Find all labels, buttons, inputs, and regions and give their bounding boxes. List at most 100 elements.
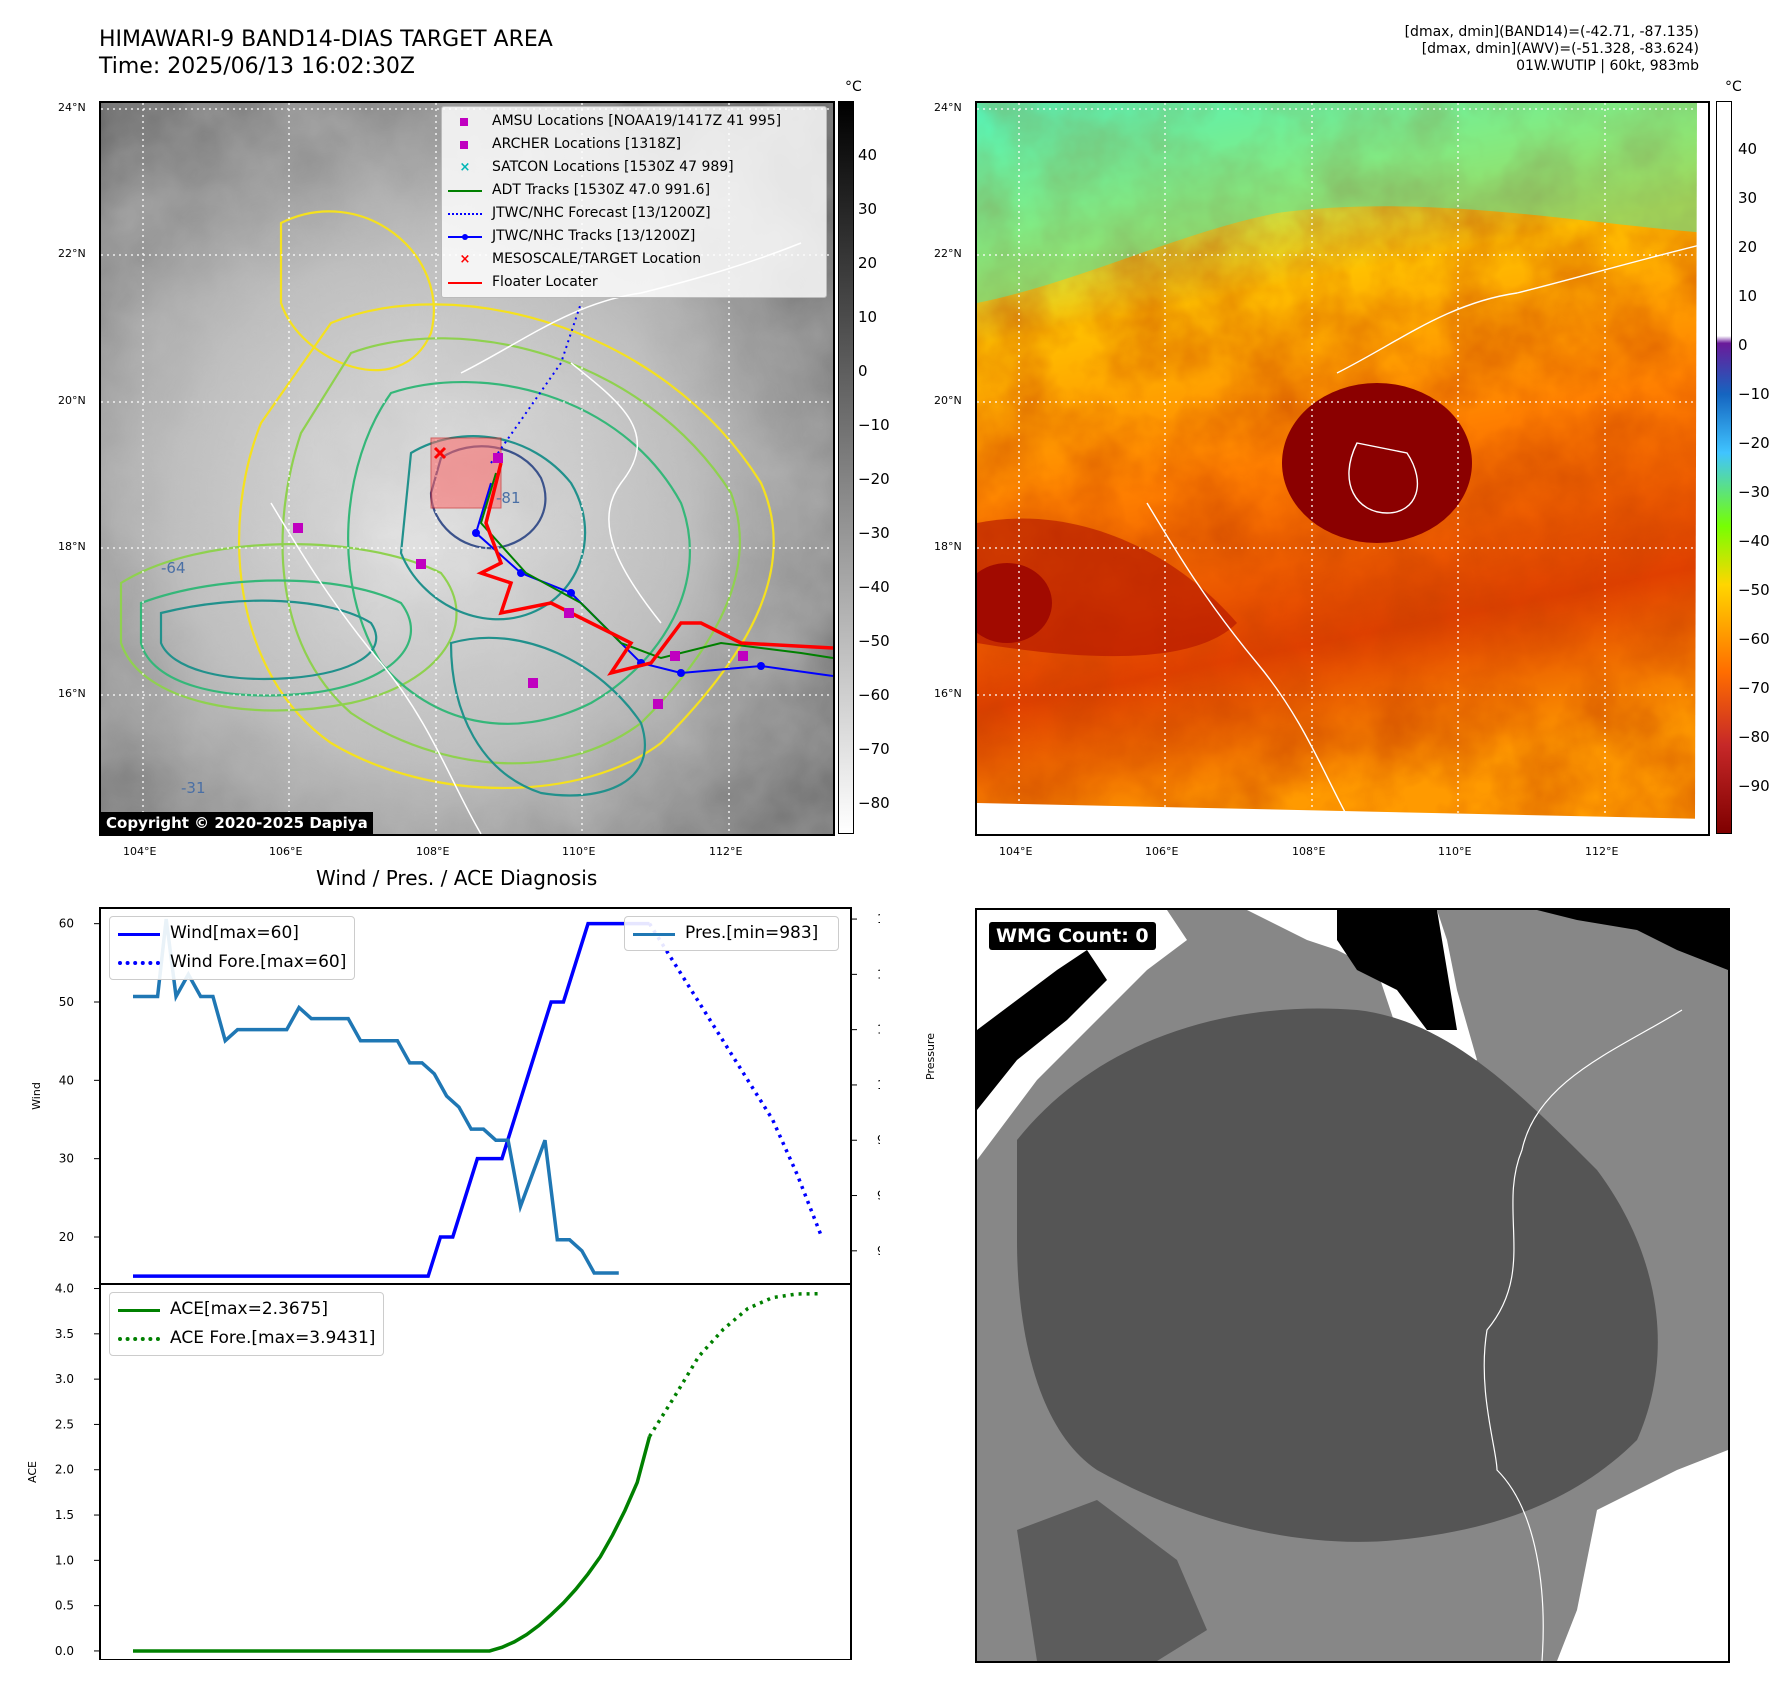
contour-yellow [279, 210, 435, 372]
contour-teal [449, 636, 647, 797]
lat-label: 24°N [934, 101, 962, 114]
wind-line [133, 921, 650, 1278]
title-line-1: HIMAWARI-9 BAND14-DIAS TARGET AREA [99, 27, 553, 52]
legend-item: ACE[max=2.3675] [118, 1295, 375, 1324]
diagnostic-info: [dmax, dmin](BAND14)=(-42.71, -87.135) [… [1405, 24, 1699, 75]
ace-y-tick-label: 0.5 [55, 1599, 74, 1613]
lat-label: 18°N [934, 540, 962, 553]
floater-locater [476, 462, 833, 676]
pressure-y-tick-label: 1015 [877, 912, 880, 926]
wind-forecast-line [648, 922, 824, 1238]
lon-label: 110°E [1438, 845, 1472, 858]
legend-item: ADT Tracks [1530Z 47.0 991.6] [448, 179, 820, 202]
wind-y-tick-label: 60 [59, 917, 74, 931]
legend-item: ARCHER Locations [1318Z] [448, 133, 820, 156]
ace-y-label: ACE [26, 1461, 39, 1483]
ace-y-tick-label: 2.5 [55, 1417, 74, 1431]
ace-y-tick-label: 3.5 [55, 1327, 74, 1341]
wmg-black-region [1337, 910, 1457, 1030]
legend-item: Floater Locater [448, 271, 820, 294]
lon-label: 106°E [269, 845, 303, 858]
legend-item: JTWC/NHC Forecast [13/1200Z] [448, 202, 820, 225]
wmg-svg [977, 910, 1728, 1661]
contour-lightgreen [119, 543, 458, 712]
awv-edge [977, 803, 1708, 834]
ace-y-tick-label: 1.5 [55, 1508, 74, 1522]
lon-label: 108°E [1292, 845, 1326, 858]
pressure-y-tick-label: 1010 [877, 967, 880, 981]
line-icon [448, 276, 482, 290]
coastline [1146, 242, 1708, 834]
lat-label: 20°N [934, 394, 962, 407]
colorbar-left [838, 101, 854, 834]
info-line-1: [dmax, dmin](BAND14)=(-42.71, -87.135) [1404, 24, 1699, 40]
page-title: HIMAWARI-9 BAND14-DIAS TARGET AREA Time:… [99, 26, 553, 80]
coastline [1483, 1009, 1683, 1661]
legend-item: ACE Fore.[max=3.9431] [118, 1324, 375, 1353]
square-icon [448, 115, 482, 129]
ace-y-tick-label: 1.0 [55, 1553, 74, 1567]
awv-cold-band [977, 518, 1237, 657]
diagnosis-title: Wind / Pres. / ACE Diagnosis [316, 866, 598, 890]
contour-yellow [237, 303, 775, 790]
target-area-box [430, 437, 502, 509]
contour-label: -31 [181, 779, 206, 797]
lon-label: 112°E [709, 845, 743, 858]
wmg-cold-region [1017, 1008, 1658, 1542]
jtwc-track-points [472, 529, 765, 677]
amsu-archer-markers [293, 453, 748, 709]
contour-label: -81 [496, 489, 521, 507]
wind-y-tick-label: 30 [59, 1152, 74, 1166]
legend-item: AMSU Locations [NOAA19/1417Z 41 995] [448, 110, 820, 133]
wind-series [133, 918, 824, 1278]
ace-series [133, 1291, 822, 1653]
ace-y-ticks: 0.0 0.5 1.0 1.5 2.0 2.5 3.0 3.5 4.0 [55, 1282, 100, 1658]
pressure-y-tick-label: 985 [877, 1244, 880, 1258]
awv-dry-region [977, 103, 1708, 303]
legend-item: JTWC/NHC Tracks [13/1200Z] [448, 225, 820, 248]
line-icon [448, 184, 482, 198]
legend-item: Pres.[min=983] [633, 919, 830, 948]
lat-label: 22°N [58, 247, 86, 260]
wind-legend: Wind[max=60] Wind Fore.[max=60] [109, 916, 356, 980]
contour-value-labels: -31 -64 -81 [161, 489, 521, 797]
lon-label: 104°E [999, 845, 1033, 858]
pressure-y-ticks: 985 990 995 1000 1005 1010 1015 [851, 912, 880, 1258]
line-icon [633, 927, 675, 941]
wind-y-ticks: 20 30 40 50 60 [59, 917, 100, 1244]
wmg-warm-region [1557, 1450, 1728, 1661]
diagnosis-chart-svg: 20 30 40 50 60 985 990 995 1000 1005 1010 1015 Win… [26, 907, 880, 1660]
ace-y-tick-label: 2.0 [55, 1463, 74, 1477]
ace-plot-frame [99, 1283, 852, 1660]
ace-y-tick-label: 0.0 [55, 1644, 74, 1658]
wind-y-label: Wind [30, 1082, 43, 1110]
line-icon [118, 1303, 160, 1317]
legend-item: Wind[max=60] [118, 919, 346, 948]
lat-label: 22°N [934, 247, 962, 260]
ir-map-panel: -31 -64 -81 AMSU Locations [NOAA19/1417Z… [99, 101, 835, 836]
lon-label: 108°E [416, 845, 450, 858]
lat-label: 16°N [58, 687, 86, 700]
lat-label: 20°N [58, 394, 86, 407]
pressure-y-tick-label: 990 [877, 1189, 880, 1203]
legend-item: × MESOSCALE/TARGET Location [448, 248, 820, 271]
lon-label: 110°E [562, 845, 596, 858]
wmg-panel: WMG Count: 0 [975, 908, 1730, 1663]
square-icon [448, 138, 482, 152]
dotted-line-icon [118, 956, 160, 970]
adt-track [479, 472, 833, 660]
ace-legend: ACE[max=2.3675] ACE Fore.[max=3.9431] [109, 1292, 385, 1356]
lat-label: 18°N [58, 540, 86, 553]
line-dot-icon [448, 230, 482, 244]
awv-core [1282, 383, 1472, 543]
pressure-legend: Pres.[min=983] [624, 916, 839, 951]
legend-item: × SATCON Locations [1530Z 47 989] [448, 156, 820, 179]
wmg-warm-region [977, 910, 1187, 1160]
legend-item: Wind Fore.[max=60] [118, 948, 346, 977]
pressure-y-label-text: Pressure [924, 1033, 937, 1080]
info-line-3: 01W.WUTIP | 60kt, 983mb [1516, 58, 1699, 74]
contour-label: -64 [161, 559, 186, 577]
dotted-line-icon [118, 1332, 160, 1346]
wmg-cold-patch [1017, 1500, 1207, 1661]
contour-teal [159, 599, 378, 681]
